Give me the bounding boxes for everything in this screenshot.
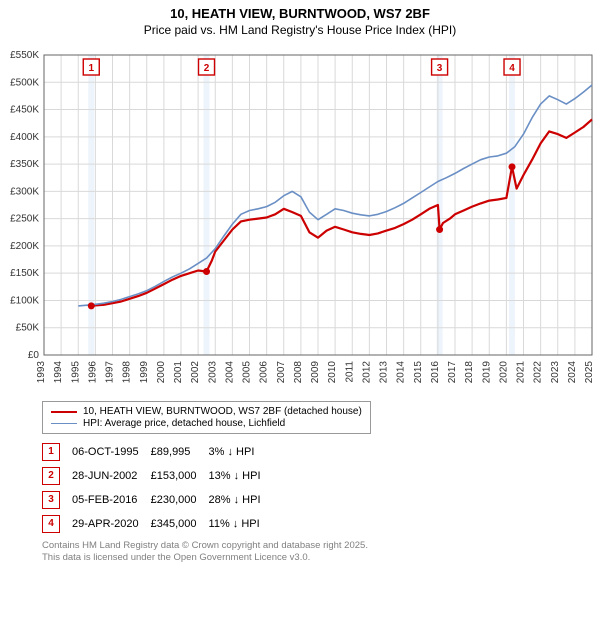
svg-text:1997: 1997 (105, 361, 116, 384)
transactions-table: 1 06-OCT-1995£89,9953% ↓ HPI 2 28-JUN-2002£… (42, 440, 273, 536)
svg-text:1: 1 (88, 63, 94, 74)
legend-row: HPI: Average price, detached house, Lich… (51, 418, 362, 429)
tx-price: £230,000 (151, 488, 209, 512)
table-row: 1 06-OCT-1995£89,9953% ↓ HPI (42, 440, 273, 464)
tx-marker: 1 (42, 443, 60, 461)
tx-date: 05-FEB-2016 (72, 488, 151, 512)
svg-text:2: 2 (204, 63, 210, 74)
footer: Contains HM Land Registry data © Crown c… (42, 540, 600, 564)
legend-swatch (51, 411, 77, 413)
svg-text:2019: 2019 (481, 361, 492, 384)
tx-price: £345,000 (151, 512, 209, 536)
svg-text:2007: 2007 (276, 361, 287, 384)
chart-svg: £0 £50K £100K £150K £200K £250K £300K £350K £400… (4, 47, 596, 397)
chart-area: £0 £50K £100K £150K £200K £250K £300K £350K £400… (4, 47, 596, 397)
svg-text:2022: 2022 (533, 361, 544, 384)
svg-text:2006: 2006 (259, 361, 270, 384)
svg-text:1998: 1998 (122, 361, 133, 384)
svg-text:1993: 1993 (36, 361, 47, 384)
svg-text:2008: 2008 (293, 361, 304, 384)
svg-text:£100K: £100K (10, 295, 39, 306)
svg-text:1994: 1994 (53, 361, 64, 384)
svg-text:£50K: £50K (16, 323, 40, 334)
svg-text:2015: 2015 (413, 361, 424, 384)
svg-text:£300K: £300K (10, 186, 39, 197)
svg-text:2014: 2014 (396, 361, 407, 384)
svg-text:1996: 1996 (87, 361, 98, 384)
legend-label: HPI: Average price, detached house, Lich… (83, 418, 285, 429)
svg-text:2004: 2004 (224, 361, 235, 384)
svg-text:£550K: £550K (10, 50, 39, 61)
svg-text:£150K: £150K (10, 268, 39, 279)
tx-price: £153,000 (151, 464, 209, 488)
svg-text:£350K: £350K (10, 159, 39, 170)
svg-text:1995: 1995 (70, 361, 81, 384)
legend: 10, HEATH VIEW, BURNTWOOD, WS7 2BF (deta… (42, 401, 371, 434)
svg-text:2016: 2016 (430, 361, 441, 384)
legend-swatch (51, 423, 77, 424)
svg-text:£250K: £250K (10, 214, 39, 225)
tx-price: £89,995 (151, 440, 209, 464)
svg-text:2013: 2013 (379, 361, 390, 384)
svg-text:3: 3 (437, 63, 443, 74)
table-row: 2 28-JUN-2002£153,00013% ↓ HPI (42, 464, 273, 488)
svg-text:2021: 2021 (516, 361, 527, 384)
svg-text:2020: 2020 (498, 361, 509, 384)
svg-text:2009: 2009 (310, 361, 321, 384)
tx-delta: 13% ↓ HPI (209, 464, 273, 488)
svg-text:1999: 1999 (139, 361, 150, 384)
tx-date: 28-JUN-2002 (72, 464, 151, 488)
svg-text:2025: 2025 (584, 361, 595, 384)
svg-text:£450K: £450K (10, 105, 39, 116)
svg-text:£400K: £400K (10, 132, 39, 143)
tx-delta: 28% ↓ HPI (209, 488, 273, 512)
legend-row: 10, HEATH VIEW, BURNTWOOD, WS7 2BF (deta… (51, 406, 362, 417)
tx-marker: 2 (42, 467, 60, 485)
svg-text:2003: 2003 (207, 361, 218, 384)
svg-text:2023: 2023 (550, 361, 561, 384)
svg-text:2001: 2001 (173, 361, 184, 384)
footer-line1: Contains HM Land Registry data © Crown c… (42, 540, 600, 552)
legend-label: 10, HEATH VIEW, BURNTWOOD, WS7 2BF (deta… (83, 406, 362, 417)
chart-title-line2: Price paid vs. HM Land Registry's House … (0, 23, 600, 37)
svg-text:2012: 2012 (361, 361, 372, 384)
tx-date: 06-OCT-1995 (72, 440, 151, 464)
tx-marker: 3 (42, 491, 60, 509)
svg-text:4: 4 (509, 63, 515, 74)
svg-text:2024: 2024 (567, 361, 578, 384)
tx-delta: 11% ↓ HPI (209, 512, 273, 536)
svg-text:2005: 2005 (242, 361, 253, 384)
table-row: 3 05-FEB-2016£230,00028% ↓ HPI (42, 488, 273, 512)
svg-text:£500K: £500K (10, 77, 39, 88)
svg-text:2017: 2017 (447, 361, 458, 384)
chart-title-line1: 10, HEATH VIEW, BURNTWOOD, WS7 2BF (0, 6, 600, 21)
svg-text:2002: 2002 (190, 361, 201, 384)
svg-text:£200K: £200K (10, 241, 39, 252)
svg-text:2010: 2010 (327, 361, 338, 384)
tx-date: 29-APR-2020 (72, 512, 151, 536)
footer-line2: This data is licensed under the Open Gov… (42, 552, 600, 564)
svg-text:2018: 2018 (464, 361, 475, 384)
table-row: 4 29-APR-2020£345,00011% ↓ HPI (42, 512, 273, 536)
tx-marker: 4 (42, 515, 60, 533)
svg-text:£0: £0 (28, 350, 40, 361)
svg-text:2000: 2000 (156, 361, 167, 384)
svg-text:2011: 2011 (344, 361, 355, 383)
tx-delta: 3% ↓ HPI (209, 440, 273, 464)
